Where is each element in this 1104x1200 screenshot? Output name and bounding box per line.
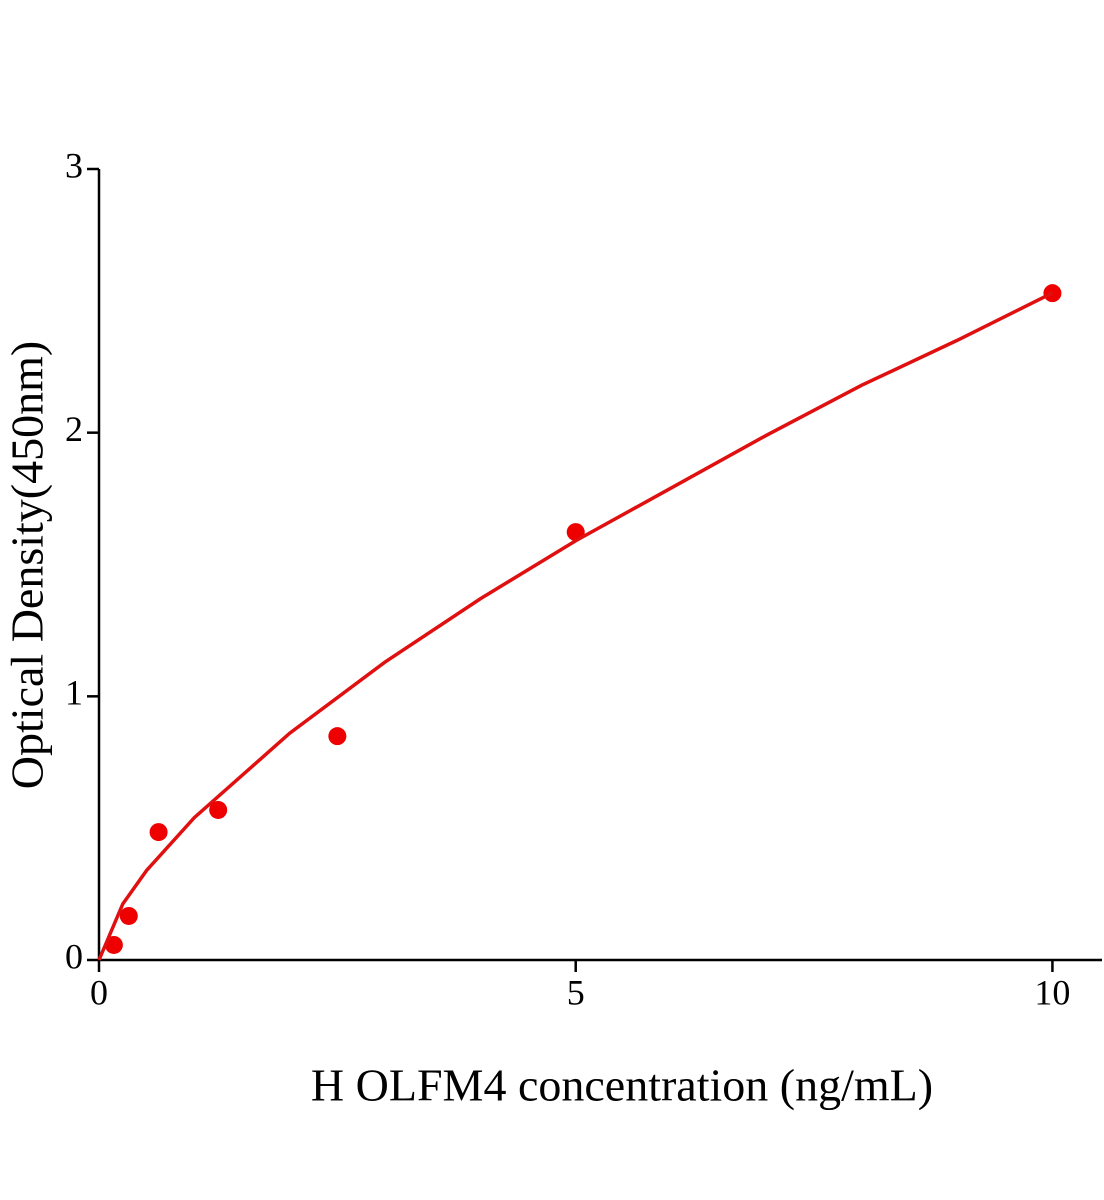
x-axis-title: H OLFM4 concentration (ng/mL) [311,1060,933,1111]
data-point [328,727,347,746]
y-tick-label: 1 [65,673,83,713]
data-point [209,800,228,819]
fit-curve [97,291,1054,961]
y-tick-label: 2 [65,409,83,449]
x-tick-label: 5 [567,972,585,1012]
data-point [104,935,123,954]
data-point [149,823,168,842]
y-tick-label: 0 [65,936,83,976]
data-point [119,906,138,925]
x-tick-label: 10 [1034,972,1070,1012]
y-tick-label: 3 [65,145,83,185]
x-tick-label: 0 [90,972,108,1012]
y-axis-title: Optical Density(450nm) [2,341,53,789]
